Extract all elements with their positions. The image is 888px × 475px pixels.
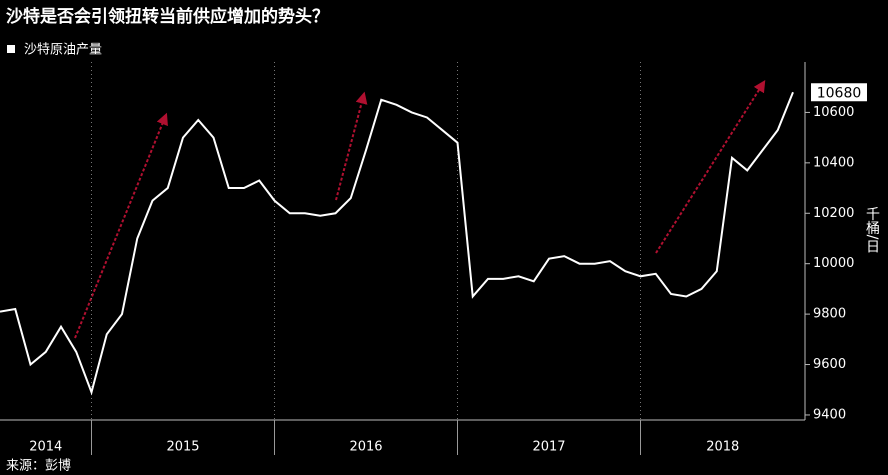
- x-tick-label: 2014: [29, 440, 62, 455]
- y-tick-label: 9600: [813, 357, 846, 372]
- x-tick-label: 2015: [166, 440, 199, 455]
- y-tick-label: 10600: [813, 105, 854, 120]
- last-value-box: [811, 83, 867, 102]
- x-tick-label: 2017: [532, 440, 565, 455]
- y-tick-label: 9400: [813, 407, 846, 422]
- x-tick-label: 2018: [706, 440, 739, 455]
- last-value-label: 10680: [817, 85, 862, 101]
- y-tick-label: 10200: [813, 206, 854, 221]
- annotation-arrows: [74, 79, 766, 339]
- y-tick-label: 10400: [813, 155, 854, 170]
- data-line: [0, 91, 794, 396]
- y-tick-label: 9800: [813, 307, 846, 322]
- x-tick-label: 2016: [349, 440, 382, 455]
- source: 来源：彭博: [6, 459, 71, 474]
- legend-swatch: [7, 45, 15, 53]
- chart-title: 沙特是否会引领扭转当前供应增加的势头？: [6, 6, 329, 27]
- y-tick-label: 10000: [813, 256, 854, 271]
- y-axis-title: 千桶/日: [864, 207, 880, 254]
- legend-label: 沙特原油产量: [24, 43, 102, 58]
